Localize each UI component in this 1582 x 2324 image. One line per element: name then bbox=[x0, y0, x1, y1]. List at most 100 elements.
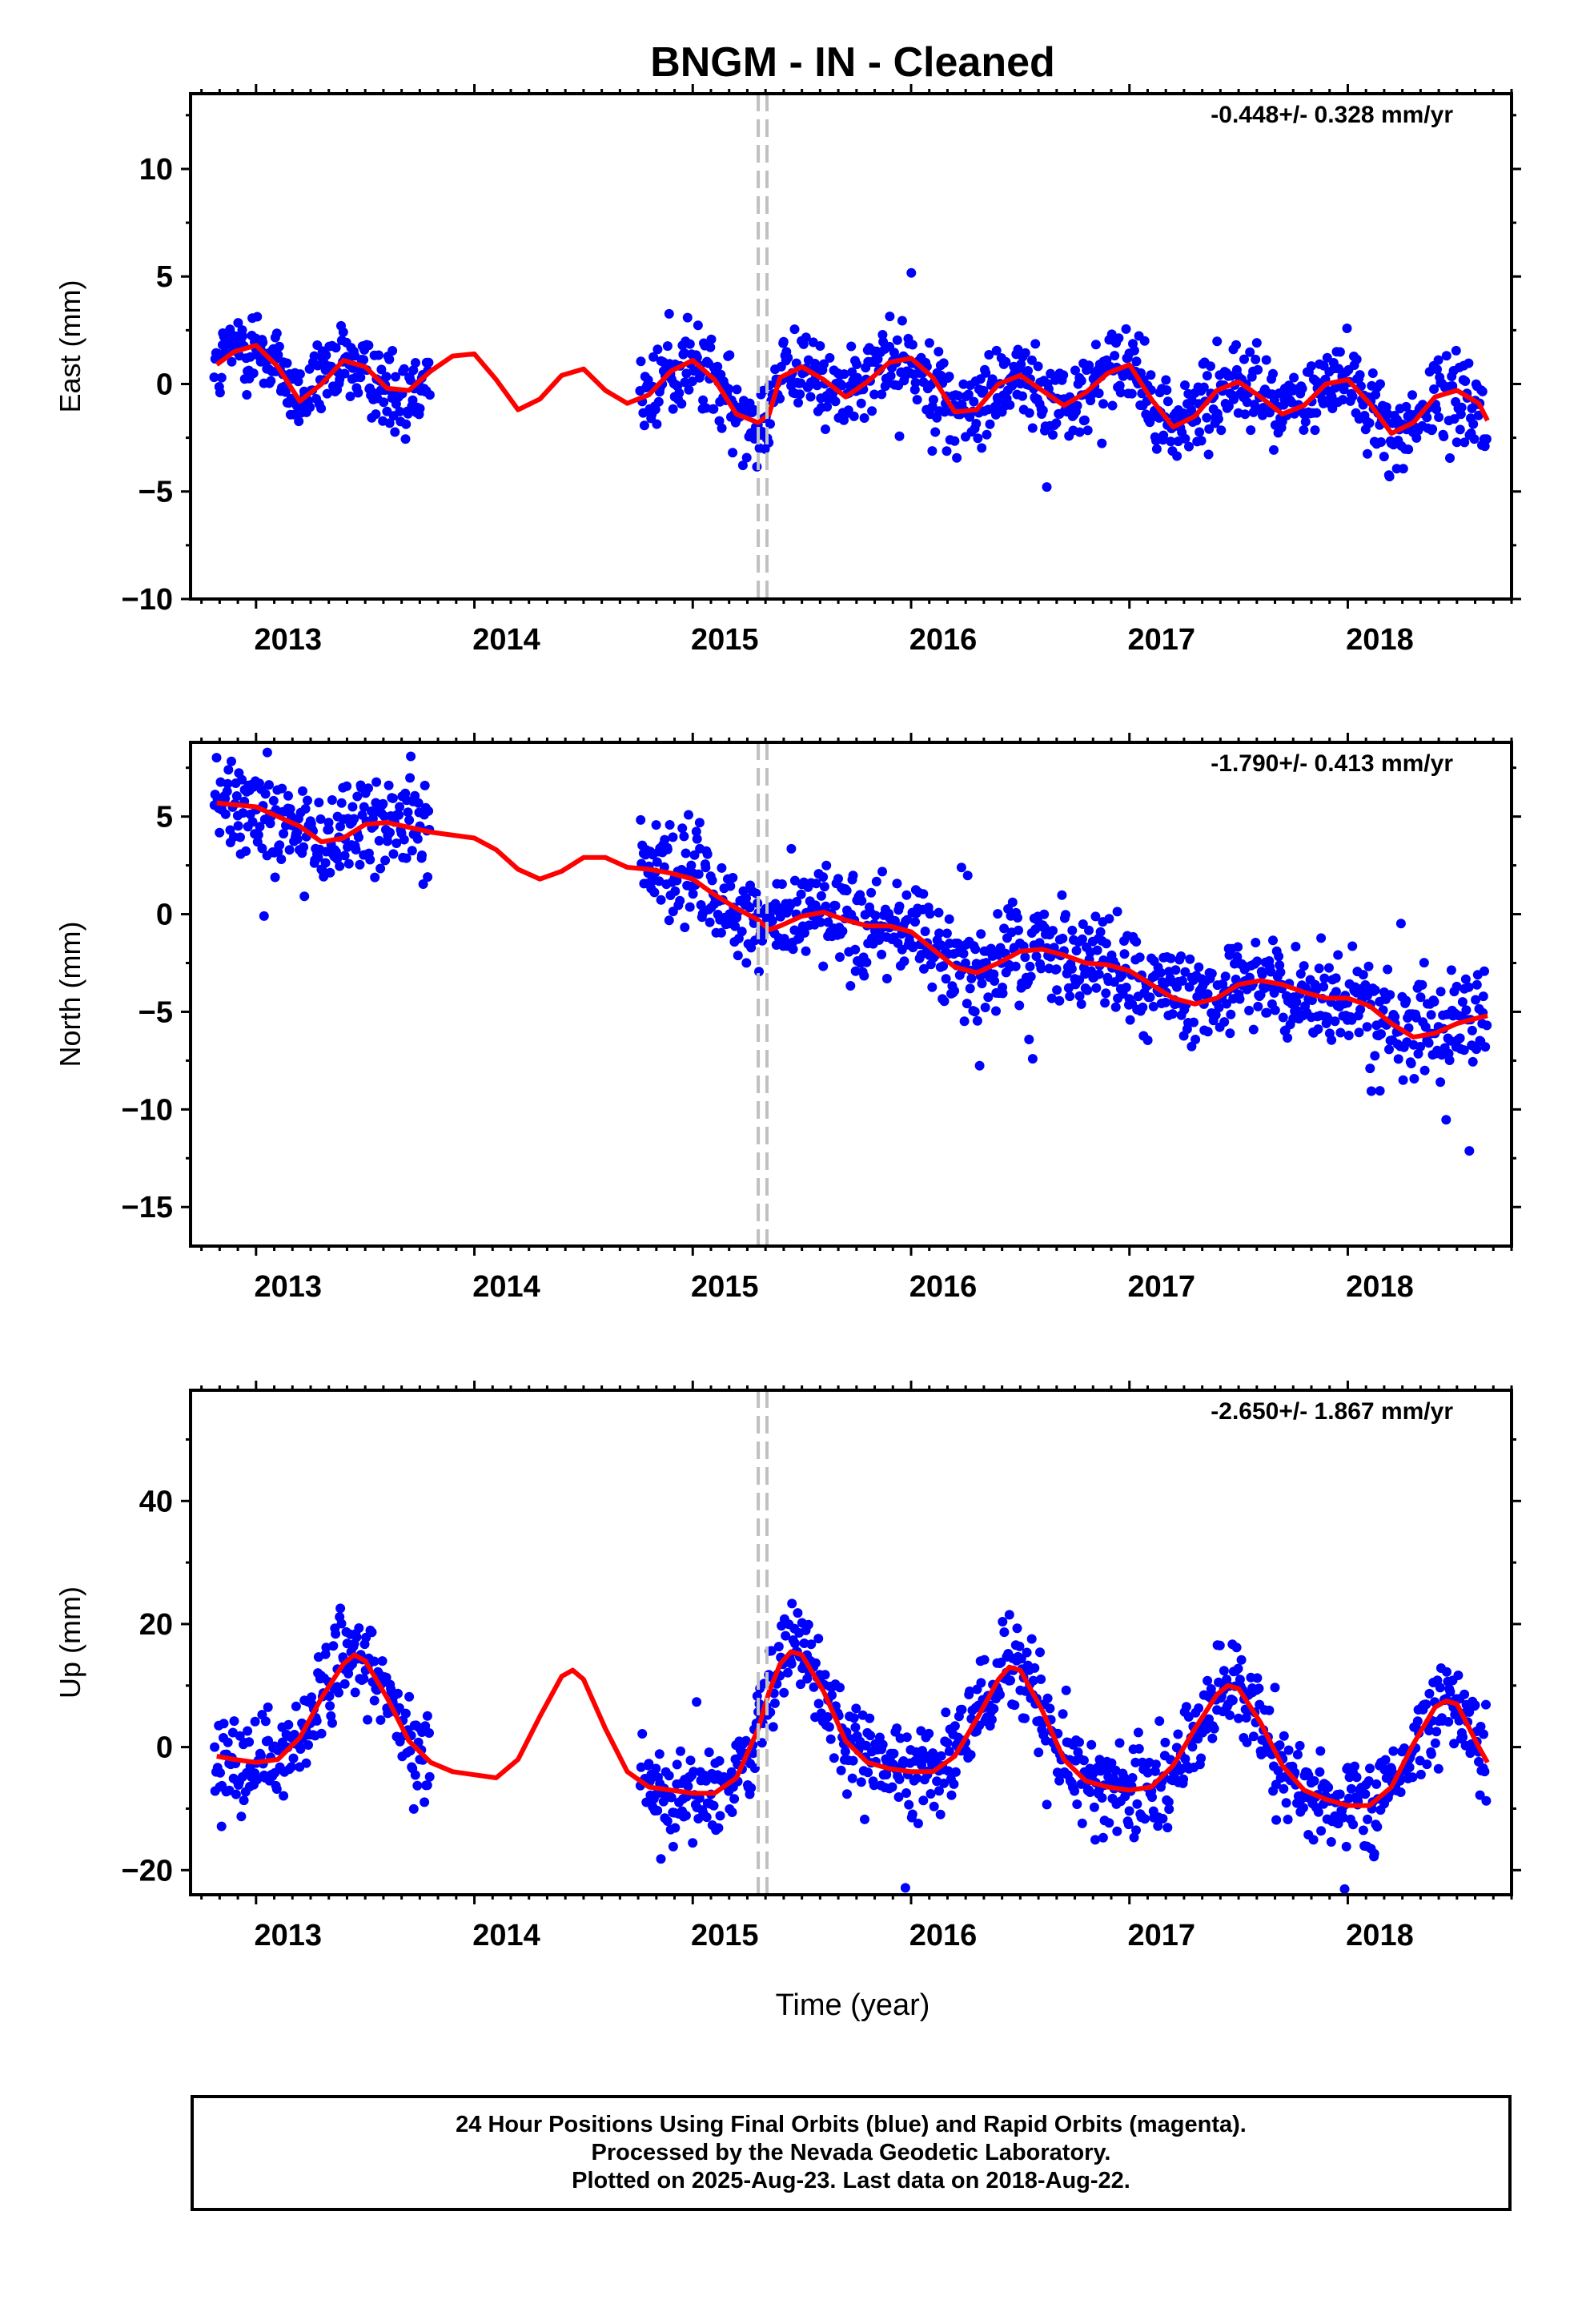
data-point bbox=[910, 377, 921, 388]
data-point bbox=[648, 352, 659, 362]
data-point bbox=[637, 1729, 648, 1739]
data-point bbox=[1419, 958, 1429, 968]
data-point bbox=[705, 342, 716, 352]
data-point bbox=[233, 318, 243, 328]
data-point bbox=[1291, 942, 1301, 951]
x-tick-label: 2013 bbox=[255, 1270, 323, 1304]
data-point bbox=[1235, 994, 1245, 1004]
data-point bbox=[294, 416, 304, 427]
data-point bbox=[1164, 1804, 1174, 1815]
data-point bbox=[778, 336, 789, 347]
data-point bbox=[869, 1780, 879, 1791]
data-point bbox=[848, 870, 858, 881]
data-point bbox=[1335, 1027, 1346, 1038]
data-point bbox=[248, 368, 259, 379]
data-point bbox=[1084, 925, 1094, 935]
data-point bbox=[1264, 408, 1275, 418]
data-point bbox=[215, 1767, 225, 1778]
data-point bbox=[1058, 370, 1069, 380]
y-tick-label: 0 bbox=[156, 899, 173, 932]
x-tick-label: 2013 bbox=[255, 1919, 323, 1952]
y-tick-label: 40 bbox=[139, 1485, 173, 1518]
data-point bbox=[926, 1789, 936, 1799]
data-point bbox=[279, 1791, 289, 1801]
data-point bbox=[725, 881, 736, 891]
data-point bbox=[1445, 453, 1455, 463]
data-point bbox=[741, 893, 751, 903]
data-point bbox=[1376, 437, 1386, 447]
data-point bbox=[1036, 963, 1046, 974]
data-point bbox=[1395, 1787, 1406, 1797]
data-point bbox=[292, 826, 303, 837]
data-point bbox=[268, 795, 279, 806]
data-point bbox=[650, 404, 661, 415]
data-point bbox=[999, 1627, 1010, 1638]
data-point bbox=[1070, 365, 1080, 376]
panel-east: 2013 2014 2015 2016 2017 2018 −10 −5 0 5 10 East (m… bbox=[54, 84, 1521, 657]
data-point bbox=[1481, 434, 1492, 444]
data-point bbox=[335, 1603, 346, 1614]
data-point bbox=[765, 419, 775, 429]
data-point bbox=[1162, 1823, 1173, 1833]
plot-frame bbox=[189, 1389, 1513, 1896]
data-point bbox=[1367, 368, 1378, 378]
data-point bbox=[220, 809, 231, 819]
data-point bbox=[942, 1738, 953, 1748]
data-point bbox=[1421, 1699, 1431, 1710]
data-point bbox=[788, 944, 798, 955]
data-point bbox=[1338, 1812, 1348, 1823]
data-point bbox=[1162, 396, 1173, 407]
data-point bbox=[275, 840, 285, 850]
data-point bbox=[1225, 1028, 1235, 1039]
data-point bbox=[944, 1746, 954, 1756]
data-point bbox=[1231, 1642, 1242, 1653]
data-point bbox=[1313, 1807, 1323, 1817]
data-point bbox=[664, 1771, 674, 1781]
data-point bbox=[393, 1688, 403, 1699]
data-point bbox=[1131, 1825, 1141, 1835]
data-point bbox=[1295, 1740, 1305, 1751]
data-point bbox=[974, 1060, 985, 1071]
data-point bbox=[1094, 969, 1104, 979]
data-point bbox=[1335, 347, 1345, 357]
data-point bbox=[935, 1809, 946, 1819]
data-point bbox=[819, 359, 829, 369]
data-point bbox=[892, 335, 902, 345]
data-point bbox=[877, 389, 887, 400]
data-point bbox=[821, 424, 830, 434]
data-point bbox=[1148, 1001, 1158, 1011]
data-point bbox=[1464, 358, 1474, 368]
data-point bbox=[1104, 1818, 1114, 1828]
data-point bbox=[1132, 1799, 1142, 1809]
data-point bbox=[1098, 399, 1108, 409]
footer-line-1: 24 Hour Positions Using Final Orbits (bl… bbox=[456, 2112, 1247, 2138]
x-tick-label: 2017 bbox=[1127, 623, 1195, 657]
data-point bbox=[846, 341, 857, 352]
data-point bbox=[1185, 954, 1195, 964]
data-point bbox=[943, 1766, 954, 1776]
data-point bbox=[1424, 1688, 1435, 1699]
data-point bbox=[338, 327, 348, 337]
data-point bbox=[1449, 1739, 1460, 1749]
data-point bbox=[1266, 967, 1276, 977]
data-point bbox=[1403, 444, 1414, 455]
data-point bbox=[422, 1780, 432, 1791]
data-point bbox=[388, 849, 399, 859]
data-point bbox=[405, 1746, 416, 1756]
data-point bbox=[1274, 951, 1284, 962]
data-point bbox=[359, 355, 369, 365]
data-point bbox=[1050, 375, 1061, 385]
data-point bbox=[715, 1811, 725, 1821]
data-point bbox=[1030, 339, 1041, 349]
data-point bbox=[325, 1701, 335, 1711]
data-point bbox=[835, 952, 845, 963]
data-point bbox=[821, 901, 831, 911]
data-point bbox=[1471, 995, 1481, 1005]
data-point bbox=[1424, 1726, 1434, 1735]
data-point bbox=[1407, 390, 1417, 400]
data-point bbox=[1443, 1717, 1454, 1727]
data-point bbox=[1101, 988, 1111, 999]
data-point bbox=[686, 860, 697, 870]
data-point bbox=[1147, 1792, 1157, 1803]
data-point bbox=[400, 434, 411, 444]
